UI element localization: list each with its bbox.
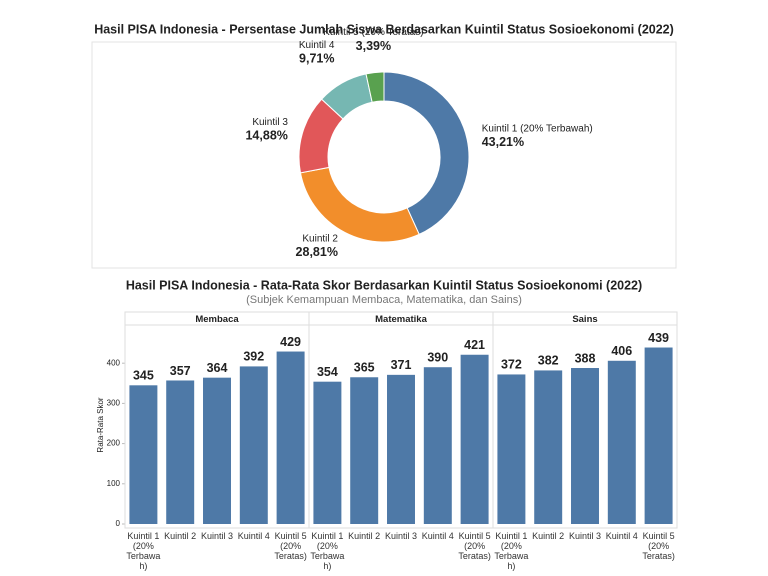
bar [423, 367, 452, 524]
y-axis-label: Rata-Rata Skor [96, 397, 105, 452]
donut-slice [383, 71, 470, 236]
x-tick-label: Kuintil 4 [421, 531, 454, 541]
donut-frame [91, 41, 677, 269]
bar [276, 351, 305, 524]
bar-value-label: 357 [170, 364, 191, 378]
slice-label: Kuintil 1 (20% Terbawah) [482, 123, 593, 134]
bar [644, 347, 673, 524]
x-tick-label: Kuintil 1 (20% Terbawah) [126, 531, 161, 571]
bar-value-label: 439 [648, 331, 669, 345]
x-tick-label: Kuintil 1 (20% Terbawah) [494, 531, 529, 571]
bar [571, 368, 599, 524]
slice-label: Kuintil 4 [299, 40, 335, 51]
chart-title: Hasil PISA Indonesia - Rata-Rata Skor Be… [126, 278, 642, 292]
x-tick-label: Kuintil 5 (20% Teratas) [274, 531, 307, 561]
x-tick-label: Kuintil 3 [384, 531, 417, 541]
panel-frame [492, 311, 678, 529]
bar-value-label: 421 [464, 338, 485, 352]
bar [239, 366, 268, 524]
x-tick-label: Kuintil 4 [237, 531, 270, 541]
donut-slice [365, 71, 385, 103]
bar [166, 380, 195, 524]
x-tick-label: Kuintil 2 [164, 531, 197, 541]
y-tick-label: 100 [107, 479, 121, 488]
bar [607, 360, 636, 524]
chart-subtitle: (Subjek Kemampuan Membaca, Matematika, d… [246, 294, 522, 306]
slice-label: Kuintil 2 [302, 233, 338, 244]
bar-value-label: 365 [354, 361, 375, 375]
y-tick-label: 300 [107, 399, 121, 408]
x-tick-label: Kuintil 2 [532, 531, 565, 541]
bar-value-label: 371 [391, 358, 412, 372]
bar [203, 377, 231, 524]
bar-value-label: 372 [501, 358, 522, 372]
x-tick-label: Kuintil 5 (20% Teratas) [642, 531, 675, 561]
slice-label: Kuintil 3 [252, 117, 288, 128]
bar [534, 370, 563, 524]
bar [350, 377, 379, 524]
x-tick-label: Kuintil 4 [605, 531, 638, 541]
donut-slice [299, 166, 420, 243]
y-tick-label: 200 [107, 439, 121, 448]
panel-label: Membaca [195, 314, 239, 325]
x-tick-label: Kuintil 2 [348, 531, 381, 541]
bar-value-label: 429 [280, 335, 301, 349]
slice-value-label: 28,81% [296, 245, 338, 259]
panel-label: Matematika [375, 314, 427, 325]
chart-title: Hasil PISA Indonesia - Persentase Jumlah… [94, 22, 674, 36]
y-tick-label: 400 [107, 358, 121, 367]
bar [497, 374, 526, 524]
y-tick-label: 0 [116, 519, 121, 528]
bar-value-label: 390 [427, 351, 448, 365]
slice-value-label: 43,21% [482, 135, 524, 149]
x-tick-label: Kuintil 3 [200, 531, 233, 541]
x-tick-label: Kuintil 5 (20% Teratas) [458, 531, 491, 561]
bar-value-label: 392 [243, 350, 264, 364]
slice-value-label: 3,39% [356, 39, 391, 53]
bar [387, 374, 415, 524]
bar-value-label: 406 [611, 344, 632, 358]
bar-value-label: 382 [538, 354, 559, 368]
bar [129, 385, 158, 524]
slice-label: Kuintil 5 (20% Teratas) [323, 27, 423, 38]
slice-value-label: 14,88% [245, 129, 287, 143]
slice-value-label: 9,71% [299, 51, 334, 65]
x-tick-label: Kuintil 3 [568, 531, 601, 541]
bar-value-label: 364 [207, 361, 228, 375]
bar-value-label: 354 [317, 365, 338, 379]
panel-label: Sains [572, 314, 597, 325]
bar-value-label: 345 [133, 369, 154, 383]
x-tick-label: Kuintil 1 (20% Terbawah) [310, 531, 345, 571]
bar [313, 381, 342, 524]
bar [460, 354, 489, 524]
bar-value-label: 388 [575, 351, 596, 365]
